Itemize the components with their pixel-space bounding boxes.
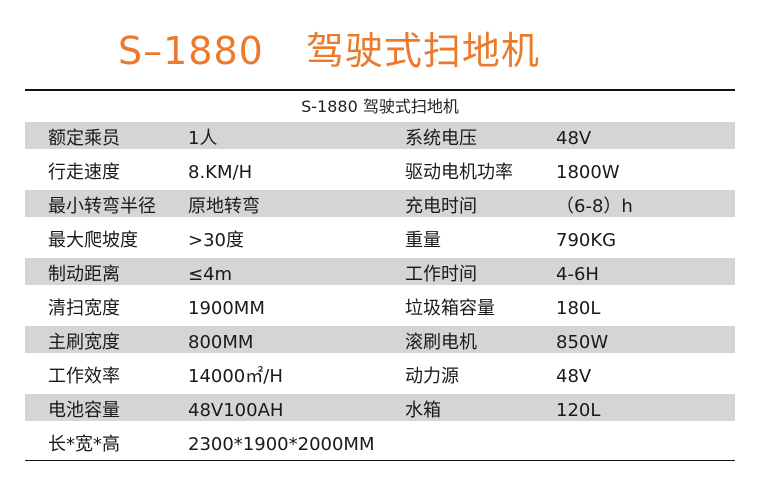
bottom-rule [25,460,735,461]
top-rule [25,89,735,91]
spec-label: 主刷宽度 [48,332,120,353]
spec-value: 8.KM/H [188,162,253,183]
spec-label: 充电时间 [405,196,477,217]
spec-label: 系统电压 [405,128,477,149]
spec-value: 48V [556,366,592,387]
spec-label: 制动距离 [48,264,120,285]
spec-label: 重量 [405,230,441,251]
spec-label: 水箱 [405,400,441,421]
spec-label: 额定乘员 [48,128,120,149]
spec-value: 120L [556,400,601,421]
spec-value: 2300*1900*2000MM [188,434,375,455]
spec-label: 垃圾箱容量 [405,298,495,319]
title-product-name: 驾驶式扫地机 [305,29,540,73]
table-row: 行走速度 8.KM/H 驱动电机功率 1800W [25,156,735,183]
spec-label: 工作时间 [405,264,477,285]
table-row: 电池容量 48V100AH 水箱 120L [25,394,735,421]
spec-value: ≤4m [188,264,233,285]
table-row: 清扫宽度 1900MM 垃圾箱容量 180L [25,292,735,319]
spec-label: 行走速度 [48,162,120,183]
spec-value: 14000㎡/H [188,366,283,387]
page-title: S–1880 驾驶式扫地机 [118,20,540,75]
spec-label: 清扫宽度 [48,298,120,319]
spec-value: 原地转弯 [188,196,260,217]
table-row: 额定乘员 1人 系统电压 48V [25,122,735,149]
table-row: 制动距离 ≤4m 工作时间 4-6H [25,258,735,285]
spec-label: 驱动电机功率 [405,162,513,183]
spec-label: 动力源 [405,366,459,387]
spec-value: 1900MM [188,298,265,319]
table-row: 长*宽*高 2300*1900*2000MM [25,428,735,455]
spec-value: 48V [556,128,592,149]
spec-value: 1人 [188,128,218,149]
spec-value: 48V100AH [188,400,284,421]
spec-value: 4-6H [556,264,599,285]
spec-value: 800MM [188,332,254,353]
spec-value: 790KG [556,230,617,251]
spec-value: 180L [556,298,601,319]
spec-value: （6-8）h [556,196,633,217]
spec-label: 工作效率 [48,366,120,387]
table-row: 工作效率 14000㎡/H 动力源 48V [25,360,735,387]
spec-value: 1800W [556,162,620,183]
table-row: 最小转弯半径 原地转弯 充电时间 （6-8）h [25,190,735,217]
title-model: S–1880 [118,29,264,73]
table-row: 最大爬坡度 >30度 重量 790KG [25,224,735,251]
spec-label: 最大爬坡度 [48,230,138,251]
spec-label: 滚刷电机 [405,332,477,353]
table-subtitle: S-1880 驾驶式扫地机 [301,97,459,116]
table-row: 主刷宽度 800MM 滚刷电机 850W [25,326,735,353]
spec-value: 850W [556,332,609,353]
spec-label: 电池容量 [48,400,120,421]
spec-table: 额定乘员 1人 系统电压 48V 行走速度 8.KM/H 驱动电机功率 1800… [25,122,735,462]
spec-label: 长*宽*高 [48,434,120,455]
spec-value: >30度 [188,230,244,251]
spec-label: 最小转弯半径 [48,196,156,217]
